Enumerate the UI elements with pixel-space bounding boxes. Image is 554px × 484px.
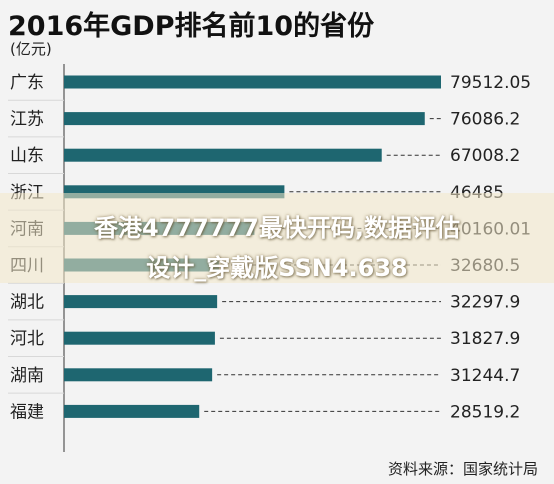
category-label: 江苏: [10, 110, 44, 130]
bar: [64, 75, 441, 89]
bar: [64, 295, 218, 309]
source-note: 资料来源：国家统计局: [387, 460, 538, 478]
bar: [64, 148, 382, 162]
value-label: 31244.7: [450, 366, 520, 386]
category-label: 广东: [10, 73, 44, 93]
watermark-line-2: 设计_穿戴版SSN4.638: [146, 254, 408, 282]
value-label: 67008.2: [450, 146, 520, 166]
category-label: 湖北: [10, 293, 44, 313]
category-label: 河北: [10, 329, 44, 349]
bar: [64, 404, 200, 418]
value-label: 76086.2: [450, 110, 520, 130]
chart-title: 2016年GDP排名前10的省份: [8, 11, 375, 42]
bar: [64, 112, 425, 126]
watermark-band: [0, 193, 554, 283]
category-label: 福建: [10, 402, 44, 422]
unit-label: (亿元): [10, 40, 52, 58]
value-label: 28519.2: [450, 402, 520, 422]
value-label: 79512.05: [450, 73, 531, 93]
bar: [64, 368, 213, 382]
value-label: 31827.9: [450, 329, 520, 349]
bar: [64, 331, 215, 345]
value-label: 32297.9: [450, 293, 520, 313]
category-label: 山东: [10, 146, 44, 166]
watermark-line-1: 香港4777777最快开码,数据评估: [93, 214, 460, 242]
category-label: 湖南: [10, 366, 44, 386]
